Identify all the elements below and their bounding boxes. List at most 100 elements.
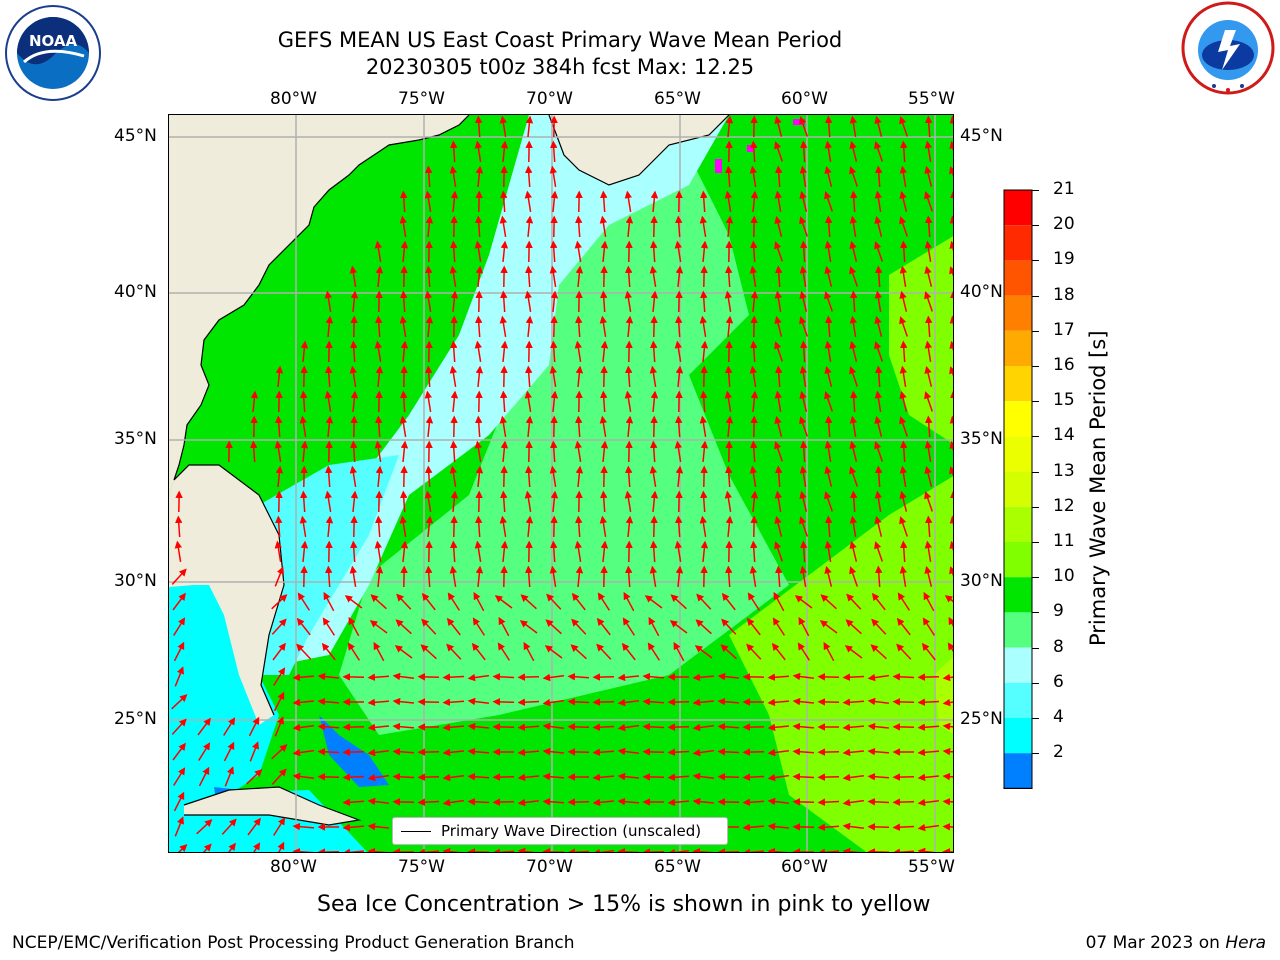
wave-direction-arrow — [675, 265, 684, 287]
wave-direction-arrow — [375, 265, 384, 287]
wave-direction-arrow — [600, 440, 609, 462]
wave-direction-arrow — [942, 823, 953, 831]
wave-direction-arrow — [375, 565, 384, 587]
wave-direction-arrow — [524, 390, 533, 413]
wave-direction-arrow — [949, 440, 953, 452]
wave-direction-arrow — [746, 617, 761, 636]
wave-direction-arrow — [367, 773, 390, 782]
footer-host: Hera — [1225, 933, 1266, 953]
wave-direction-arrow — [896, 617, 911, 636]
wave-direction-arrow — [949, 266, 953, 277]
wave-direction-arrow — [367, 847, 388, 852]
wave-direction-arrow — [699, 190, 708, 213]
colorbar-tick-mark — [1032, 225, 1039, 227]
wave-direction-arrow — [774, 241, 784, 262]
wave-direction-arrow — [523, 641, 535, 662]
wave-direction-arrow — [849, 266, 859, 287]
wave-direction-arrow — [424, 565, 433, 588]
colorbar-tick-mark — [1032, 682, 1039, 684]
wave-direction-arrow — [750, 290, 759, 312]
wave-direction-arrow — [867, 747, 890, 756]
wave-direction-arrow — [874, 390, 883, 413]
wave-direction-arrow — [475, 265, 484, 287]
wave-direction-arrow — [177, 844, 188, 852]
wave-direction-arrow — [574, 540, 583, 563]
wave-direction-arrow — [842, 847, 862, 852]
wave-direction-arrow — [724, 190, 733, 213]
wave-direction-arrow — [546, 593, 562, 610]
wave-direction-arrow — [292, 822, 315, 831]
wave-direction-arrow — [699, 390, 708, 413]
wave-direction-arrow — [342, 748, 365, 756]
wave-direction-arrow — [849, 540, 858, 562]
wave-direction-arrow — [500, 340, 509, 362]
wave-direction-arrow — [767, 773, 790, 782]
colorbar-segment — [1004, 577, 1032, 613]
wave-direction-arrow — [799, 265, 808, 288]
wave-direction-arrow — [322, 617, 336, 636]
wave-direction-arrow — [649, 465, 658, 488]
wave-direction-arrow — [621, 642, 636, 661]
wave-direction-arrow — [347, 642, 361, 661]
wave-direction-arrow — [228, 842, 236, 852]
wave-direction-arrow — [542, 848, 565, 852]
wave-direction-arrow — [842, 748, 864, 757]
wave-direction-arrow — [399, 215, 408, 238]
wave-direction-arrow — [774, 115, 783, 137]
wave-direction-arrow — [917, 823, 940, 832]
wave-direction-arrow — [549, 565, 558, 588]
wave-direction-arrow — [292, 847, 315, 852]
wave-direction-arrow — [475, 565, 484, 587]
wave-direction-arrow — [425, 515, 434, 537]
wave-direction-arrow — [824, 265, 833, 287]
wave-direction-arrow — [924, 515, 933, 538]
wave-direction-arrow — [724, 465, 733, 488]
wave-direction-arrow — [500, 540, 509, 562]
wave-direction-arrow — [899, 340, 908, 363]
wave-direction-arrow — [373, 641, 385, 662]
wave-direction-arrow — [574, 215, 583, 238]
wave-direction-arrow — [896, 643, 912, 660]
wave-direction-arrow — [874, 165, 883, 188]
colorbar-tick-label: 2 — [1053, 742, 1064, 763]
wave-direction-arrow — [749, 365, 758, 388]
footer-date-text: 07 Mar 2023 on — [1085, 933, 1226, 953]
colorbar-tick-mark — [1032, 577, 1039, 579]
wave-direction-arrow — [342, 848, 364, 852]
wave-period-map — [169, 115, 953, 852]
wave-direction-arrow — [271, 744, 288, 760]
wave-direction-arrow — [524, 365, 533, 388]
wave-direction-arrow — [924, 265, 933, 287]
wave-direction-arrow — [624, 265, 633, 288]
wave-direction-arrow — [799, 116, 809, 137]
wave-direction-arrow — [625, 415, 634, 437]
wave-direction-arrow — [349, 265, 358, 288]
wave-direction-arrow — [942, 797, 953, 806]
wave-direction-arrow — [799, 216, 809, 237]
lat-label-left: 45°N — [114, 126, 157, 146]
wave-direction-arrow — [773, 591, 785, 612]
wave-direction-arrow — [874, 490, 883, 513]
wave-direction-arrow — [273, 667, 286, 686]
colorbar-segment — [1004, 436, 1032, 472]
wave-direction-arrow — [692, 847, 715, 852]
wave-direction-arrow — [700, 240, 709, 262]
wave-direction-arrow — [549, 265, 558, 288]
colorbar-tick-label: 14 — [1053, 425, 1075, 446]
wave-direction-arrow — [617, 723, 640, 732]
wave-direction-arrow — [924, 391, 934, 412]
wave-direction-arrow — [942, 772, 953, 781]
colorbar-tick-mark — [1032, 542, 1039, 543]
wave-direction-arrow — [247, 817, 261, 836]
wave-direction-arrow — [499, 290, 508, 313]
wave-direction-arrow — [624, 390, 633, 413]
wave-direction-arrow — [874, 441, 884, 462]
wave-direction-arrow — [924, 315, 933, 338]
wave-direction-arrow — [474, 340, 483, 363]
wave-direction-arrow — [824, 240, 833, 263]
wave-direction-arrow — [717, 722, 740, 731]
wave-direction-arrow — [849, 340, 858, 362]
wave-direction-arrow — [499, 315, 508, 338]
wave-direction-arrow — [824, 115, 833, 138]
wave-direction-arrow — [692, 723, 714, 732]
